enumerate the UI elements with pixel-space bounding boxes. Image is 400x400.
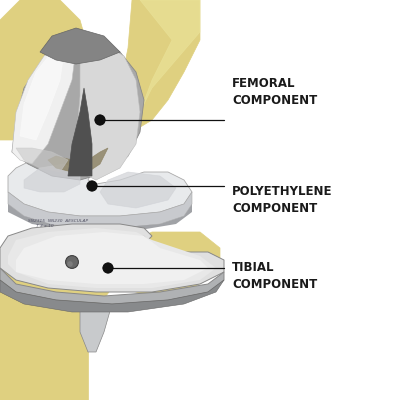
Polygon shape (0, 268, 224, 304)
Polygon shape (112, 232, 220, 296)
Polygon shape (32, 140, 120, 172)
Polygon shape (20, 52, 64, 140)
Polygon shape (8, 204, 192, 232)
Polygon shape (0, 232, 112, 400)
Text: SN2315  NN230  AESCULAP: SN2315 NN230 AESCULAP (28, 219, 88, 223)
Text: FEMORAL
COMPONENT: FEMORAL COMPONENT (232, 77, 317, 107)
Circle shape (95, 115, 105, 125)
Text: POLYETHYLENE
COMPONENT: POLYETHYLENE COMPONENT (232, 185, 332, 215)
Polygon shape (112, 0, 200, 132)
Polygon shape (0, 280, 224, 312)
Polygon shape (76, 44, 140, 180)
Circle shape (103, 263, 113, 273)
Polygon shape (40, 28, 120, 64)
Polygon shape (8, 156, 192, 216)
Circle shape (67, 261, 73, 267)
Polygon shape (16, 148, 68, 172)
Polygon shape (0, 224, 224, 292)
Polygon shape (12, 40, 144, 180)
Polygon shape (40, 320, 88, 400)
Circle shape (87, 181, 97, 191)
Polygon shape (24, 164, 80, 192)
Polygon shape (120, 236, 152, 256)
Text: T 3 x 10: T 3 x 10 (36, 224, 54, 228)
Polygon shape (48, 148, 108, 172)
Text: TIBIAL
COMPONENT: TIBIAL COMPONENT (232, 261, 317, 291)
Polygon shape (68, 88, 92, 176)
Polygon shape (12, 44, 76, 164)
Polygon shape (0, 0, 88, 140)
Circle shape (66, 256, 78, 268)
Polygon shape (80, 304, 112, 352)
Polygon shape (8, 192, 192, 228)
Polygon shape (132, 0, 200, 132)
Polygon shape (8, 228, 216, 288)
Polygon shape (8, 236, 80, 272)
Polygon shape (100, 172, 176, 208)
Polygon shape (16, 232, 208, 284)
